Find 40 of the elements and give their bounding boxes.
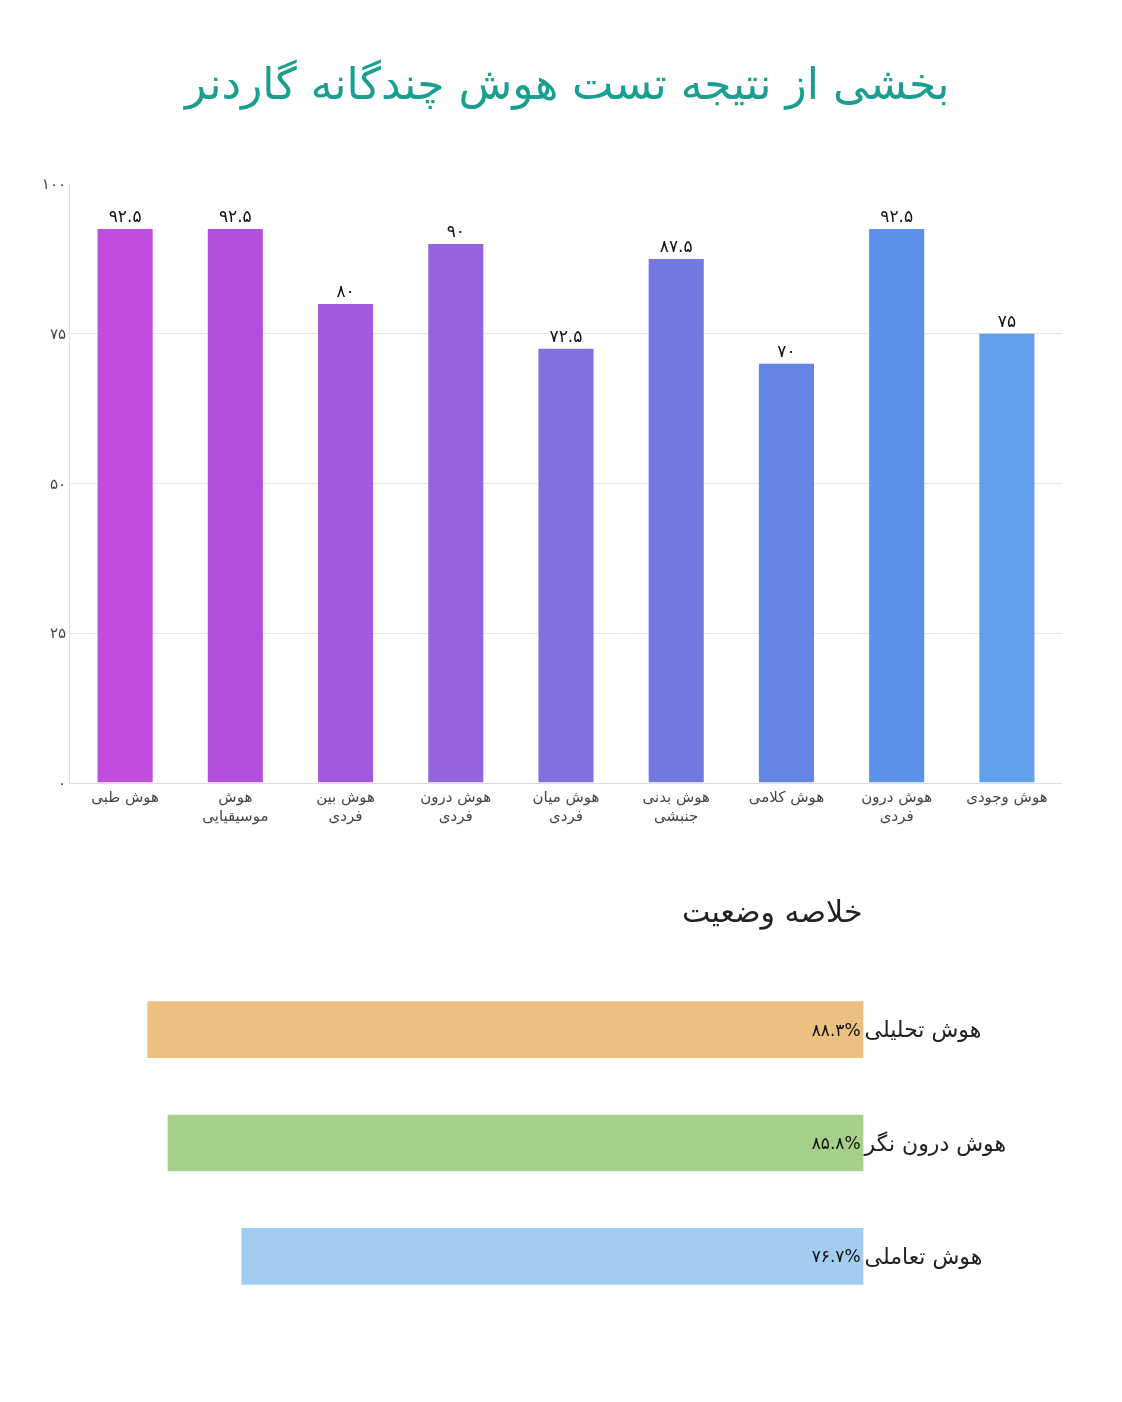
x-tick-label: هوش میان فردی [532,787,600,826]
data-label: ۹۲.۵ [218,206,252,227]
x-tick-label: هوش وجودی [966,787,1048,806]
bar [758,363,814,783]
data-label: ۷۲.۵ [549,325,583,346]
y-tick-label: هوش تعاملی [864,1244,983,1271]
y-tick-label: ۱۰۰ [41,175,66,194]
chart-title: خلاصه وضعیت [682,894,863,930]
x-tick-label: هوش کلامی [748,787,825,806]
bar [979,333,1035,783]
y-tick-label: ۲۵ [49,624,66,643]
x-tick-label: هوش بدنی جنبشی [642,787,711,826]
data-label: ۹۲.۵ [880,206,914,227]
bar [318,303,374,783]
bar [538,348,594,783]
x-tick-label: هوش موسیقیایی [202,787,269,826]
y-tick-label: ۷۵ [49,325,66,344]
y-tick-label: هوش درون نگر [863,1130,1007,1157]
data-label: ۹۲.۵ [108,206,142,227]
x-tick-label: هوش بین فردی [316,787,376,826]
y-tick-label: ۵۰ [49,474,66,493]
y-tick-label: هوش تحلیلی [864,1017,982,1044]
bar [97,229,153,783]
y-tick-label: ۰ [57,773,66,792]
bar [428,244,484,783]
x-tick-label: هوش طبی [91,787,160,806]
bar [207,229,263,783]
data-label: ۸۷.۵ [659,236,693,256]
data-label: ۹۰ [446,221,465,242]
data-label: ۸۰ [336,280,355,301]
x-tick-label: هوش درون فردی [861,787,933,826]
data-label: ۷۰ [777,340,796,361]
chart-title: بخشی از نتیجه تست هوش چندگانه گاردنر [183,58,950,110]
data-label: ۷۶.۷% [811,1246,861,1267]
x-tick-label: هوش درون فردی [420,787,492,826]
data-label: ۷۵ [997,310,1017,331]
data-label: ۸۸.۳% [811,1019,861,1040]
bar [869,229,925,783]
bar [648,259,704,783]
data-label: ۸۵.۸% [811,1133,861,1153]
